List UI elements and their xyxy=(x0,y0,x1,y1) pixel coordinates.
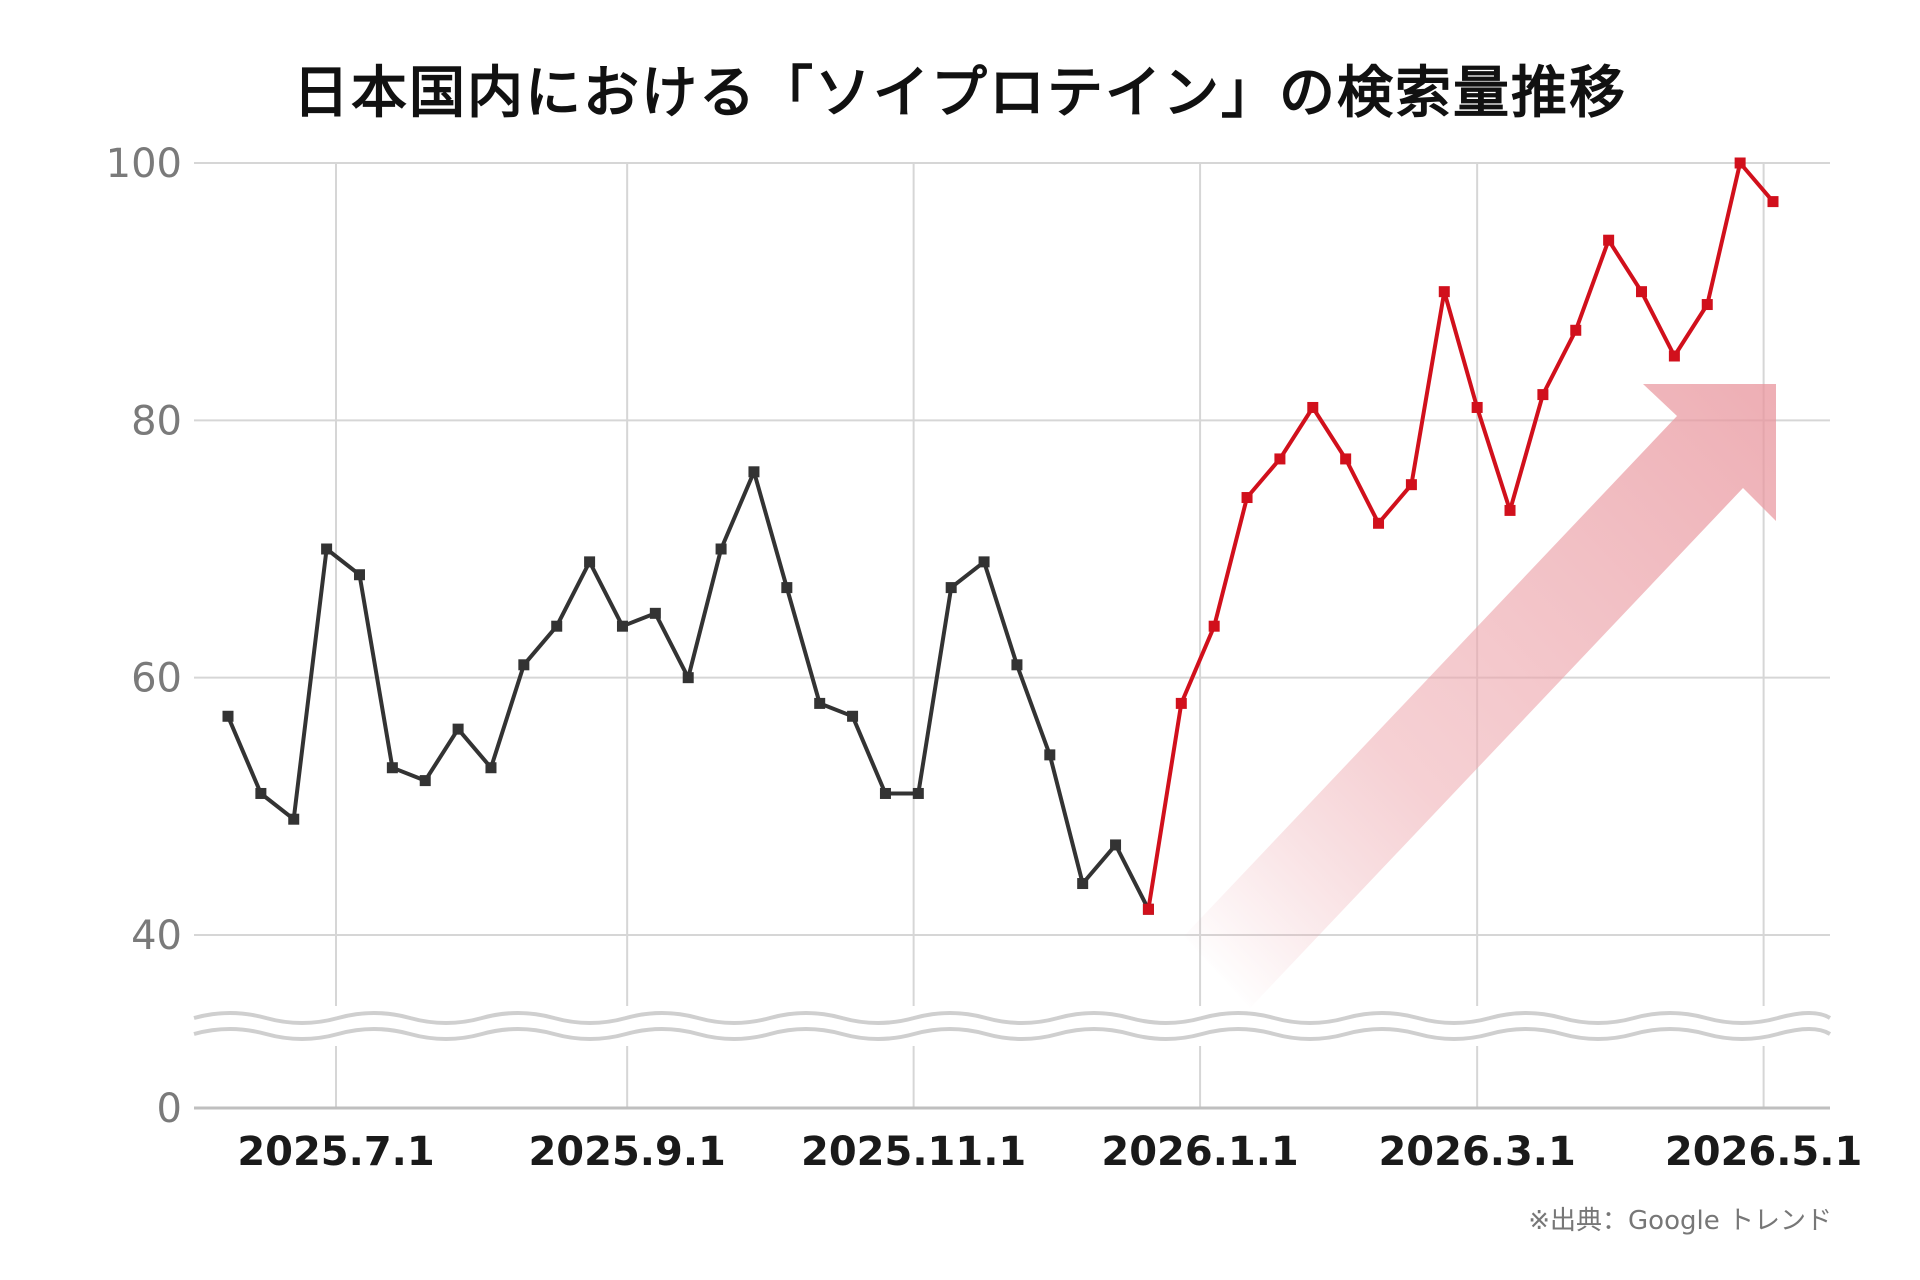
series-after-point xyxy=(1405,479,1417,491)
axis-break-line xyxy=(193,1027,1832,1041)
series-before-point xyxy=(584,556,596,568)
series-before-point xyxy=(649,607,661,619)
series-after-line xyxy=(1146,161,1775,910)
series-before-point xyxy=(616,620,628,632)
series-before-point xyxy=(255,787,267,799)
series-before-line xyxy=(226,469,1151,911)
series-after-point xyxy=(1537,389,1549,401)
series-before-point xyxy=(879,787,891,799)
series-after-point xyxy=(1208,620,1220,632)
series-after-point xyxy=(1636,286,1648,298)
y-tick-label: 60 xyxy=(131,656,182,702)
y-tick-label: 40 xyxy=(131,913,182,959)
series-before-point xyxy=(551,620,563,632)
series-after-point xyxy=(1438,286,1450,298)
series-before-point xyxy=(222,710,234,722)
x-tick-label: 2026.5.1 xyxy=(1665,1129,1862,1175)
chart-title: 日本国内における「ソイプロテイン」の検索量推移 xyxy=(293,61,1627,126)
trend-arrow xyxy=(1184,384,1776,1008)
series-before-point xyxy=(321,543,333,555)
series-before-point xyxy=(419,775,431,787)
series-after-point xyxy=(1603,234,1615,246)
series-after-point xyxy=(1701,299,1713,311)
series-after-point xyxy=(1471,401,1483,413)
series-after-point xyxy=(1570,324,1582,336)
series-before-point xyxy=(847,710,859,722)
series-after-point xyxy=(1142,903,1154,915)
y-tick-label: 80 xyxy=(131,398,182,444)
x-tick-label: 2025.11.1 xyxy=(801,1129,1026,1175)
x-tick-label: 2026.1.1 xyxy=(1101,1129,1298,1175)
x-tick-label: 2025.7.1 xyxy=(237,1129,434,1175)
series-before-point xyxy=(814,697,826,709)
y-tick-label: 100 xyxy=(106,141,182,187)
series-before-point xyxy=(1110,839,1122,851)
source-note: ※出典：Google トレンド xyxy=(1528,1206,1832,1236)
series-before-point xyxy=(288,813,300,825)
series-before-point xyxy=(715,543,727,555)
axis-break-line xyxy=(193,1011,1832,1025)
series-before-point xyxy=(353,569,365,581)
series-before-point xyxy=(682,672,694,684)
x-tick-label: 2026.3.1 xyxy=(1378,1129,1575,1175)
series-before-point xyxy=(1044,749,1056,761)
series-before-point xyxy=(912,787,924,799)
series-before-point xyxy=(748,466,760,478)
series-after-point xyxy=(1767,196,1779,208)
series-before-point xyxy=(1011,659,1023,671)
x-tick-label: 2025.9.1 xyxy=(528,1129,725,1175)
series-after-point xyxy=(1241,492,1253,504)
series-before-point xyxy=(485,762,497,774)
series-before-point xyxy=(386,762,398,774)
series-after-point xyxy=(1307,401,1319,413)
series-after-point xyxy=(1340,453,1352,465)
series-before-point xyxy=(781,582,793,594)
series-after-point xyxy=(1175,697,1187,709)
y-tick-label: 0 xyxy=(157,1086,182,1132)
series-after-point xyxy=(1274,453,1286,465)
series-before-point xyxy=(945,582,957,594)
series-after-point xyxy=(1668,350,1680,362)
series-before-point xyxy=(1077,878,1089,890)
series-after-point xyxy=(1373,517,1385,529)
series-before-point xyxy=(518,659,530,671)
series-before-point xyxy=(452,723,464,735)
series-after-point xyxy=(1504,504,1516,516)
series-before-point xyxy=(978,556,990,568)
series-after-point xyxy=(1734,157,1746,169)
